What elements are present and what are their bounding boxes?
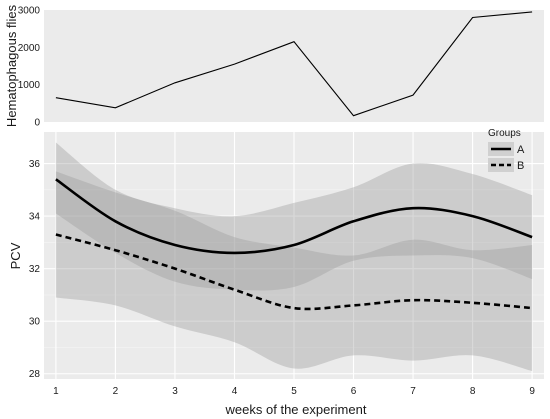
week-x-tick-label: 1	[53, 386, 59, 397]
legend: Groups A B	[488, 128, 525, 172]
confidence-bands	[55, 142, 533, 372]
legend-label-a: A	[517, 144, 525, 156]
pcv-y-tick-label: 32	[29, 264, 41, 275]
pcv-y-tick-label: 36	[29, 159, 41, 170]
top-y-tick-label: 1000	[18, 80, 41, 91]
week-x-tick-label: 2	[113, 386, 119, 397]
week-x-tick-label: 6	[351, 386, 357, 397]
legend-title: Groups	[488, 128, 521, 139]
series-line-b	[55, 233, 533, 311]
flies-series-line	[55, 11, 533, 117]
week-x-tick-label: 4	[232, 386, 238, 397]
top-y-axis-title: Hematophagous flies	[4, 4, 19, 127]
top-panel-background	[44, 10, 544, 122]
pcv-y-tick-label: 30	[29, 317, 41, 328]
x-axis-title: weeks of the experiment	[225, 402, 367, 417]
legend-label-b: B	[517, 160, 524, 172]
top-y-tick-label: 2000	[18, 43, 41, 54]
top-panel: 0 1000 2000 3000 Hematophagous flies	[4, 4, 544, 129]
pcv-y-tick-label: 28	[29, 369, 41, 380]
week-x-tick-label: 3	[172, 386, 178, 397]
week-x-tick-label: 8	[470, 386, 476, 397]
confidence-band-a	[55, 142, 533, 291]
bottom-y-axis-title: PCV	[8, 242, 23, 269]
top-y-tick-label: 0	[34, 118, 40, 129]
series-line-a	[55, 178, 533, 255]
week-x-tick-label: 7	[410, 386, 416, 397]
top-series	[55, 11, 533, 117]
bottom-x-ticks: 1 2 3 4 5 6 7 8 9	[53, 386, 535, 397]
bottom-grid	[44, 132, 544, 379]
week-x-tick-label: 5	[291, 386, 297, 397]
pcv-y-tick-label: 34	[29, 212, 41, 223]
top-y-ticks: 0 1000 2000 3000	[18, 6, 41, 129]
top-y-tick-label: 3000	[18, 6, 41, 17]
week-x-tick-label: 9	[529, 386, 535, 397]
series-lines	[55, 178, 533, 311]
bottom-y-ticks: 28 30 32 34 36	[29, 159, 41, 380]
confidence-band-b	[55, 171, 533, 372]
